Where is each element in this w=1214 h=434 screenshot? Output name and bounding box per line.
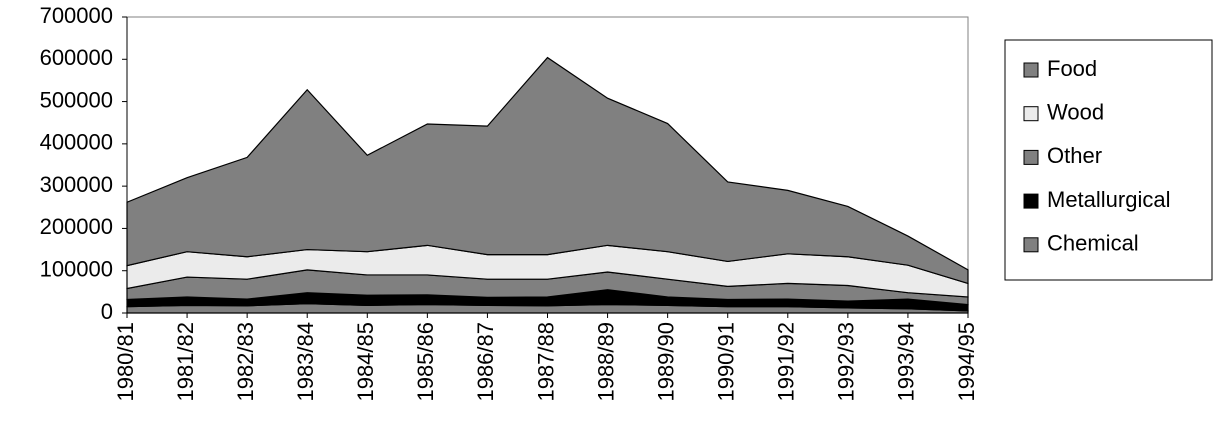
x-tick-label: 1983/84	[293, 322, 318, 402]
x-tick-label: 1993/94	[894, 322, 919, 402]
x-tick-label: 1984/85	[353, 322, 378, 402]
legend-swatch	[1023, 193, 1039, 209]
x-tick-label: 1988/89	[593, 322, 618, 402]
x-tick-label: 1987/88	[533, 322, 558, 402]
y-tick-label: 400000	[40, 130, 113, 155]
y-tick-label: 500000	[40, 87, 113, 112]
legend-label: Chemical	[1047, 231, 1139, 256]
x-tick-label: 1990/91	[714, 322, 739, 402]
x-tick-label: 1986/87	[473, 322, 498, 402]
y-tick-label: 100000	[40, 257, 113, 282]
legend-box	[1004, 39, 1213, 281]
legend-swatch	[1023, 237, 1039, 253]
area	[126, 56, 969, 285]
x-tick-label: 1992/93	[834, 322, 859, 402]
y-tick-label: 700000	[40, 3, 113, 28]
legend-label: Food	[1047, 56, 1097, 81]
y-tick-label: 600000	[40, 45, 113, 70]
legend-swatch	[1023, 106, 1039, 122]
x-tick-label: 1991/92	[774, 322, 799, 402]
y-tick-label: 0	[101, 299, 113, 324]
legend-label: Wood	[1047, 100, 1104, 125]
y-tick-label: 200000	[40, 214, 113, 239]
x-tick-label: 1982/83	[233, 322, 258, 402]
x-tick-label: 1980/81	[113, 322, 138, 402]
legend-label: Metallurgical	[1047, 187, 1171, 212]
legend-swatch	[1023, 149, 1039, 165]
legend-label: Other	[1047, 143, 1102, 168]
x-tick-label: 1981/82	[173, 322, 198, 402]
y-tick-label: 300000	[40, 172, 113, 197]
x-tick-label: 1985/86	[413, 322, 438, 402]
x-tick-label: 1994/95	[954, 322, 979, 402]
x-tick-label: 1989/90	[653, 322, 678, 402]
legend-swatch	[1023, 62, 1039, 78]
